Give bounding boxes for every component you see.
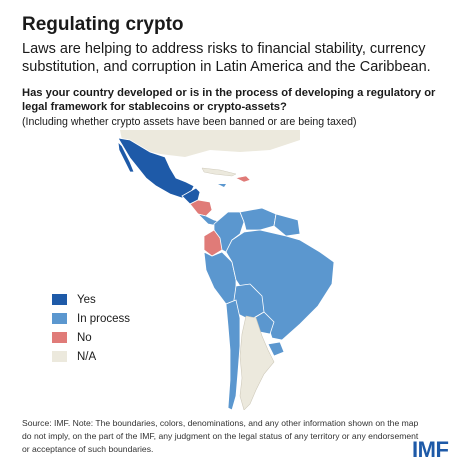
baja-california-region xyxy=(117,140,135,173)
cuba-region xyxy=(201,167,237,177)
legend-label-na: N/A xyxy=(77,350,97,363)
argentina-region xyxy=(239,315,275,410)
chart-title: Regulating crypto xyxy=(22,14,184,35)
legend-label-in-process: In process xyxy=(77,312,131,325)
survey-question-note: (Including whether crypto assets have be… xyxy=(22,116,357,128)
imf-logo: IMF xyxy=(412,437,449,462)
legend-item-in-process: In process xyxy=(52,309,130,328)
source-note: Source: IMF. Note: The boundaries, color… xyxy=(22,418,419,454)
central-america-north-region xyxy=(181,187,201,205)
survey-question: Has your country developed or is in the … xyxy=(22,87,436,113)
chart-subtitle: Laws are helping to address risks to fin… xyxy=(22,41,431,75)
legend-swatch-na xyxy=(52,351,67,362)
legend-swatch-in-process xyxy=(52,313,67,324)
legend-label-no: No xyxy=(77,331,92,344)
ecuador-region xyxy=(203,229,223,257)
legend-swatch-no xyxy=(52,332,67,343)
uruguay-region xyxy=(267,341,285,357)
latin-america-map xyxy=(117,130,335,410)
jamaica-region xyxy=(218,184,226,187)
legend-item-no: No xyxy=(52,328,130,347)
legend-item-yes: Yes xyxy=(52,290,130,309)
chile-region xyxy=(225,299,241,410)
brazil-region xyxy=(225,229,335,341)
hispaniola-region xyxy=(235,175,251,183)
north-america-background xyxy=(120,130,300,157)
legend-item-na: N/A xyxy=(52,347,130,366)
legend-label-yes: Yes xyxy=(77,293,96,306)
legend-swatch-yes xyxy=(52,294,67,305)
guianas-region xyxy=(273,213,301,237)
central-america-south-region xyxy=(189,199,213,217)
map-legend: Yes In process No N/A xyxy=(52,290,130,366)
venezuela-region xyxy=(239,207,277,231)
